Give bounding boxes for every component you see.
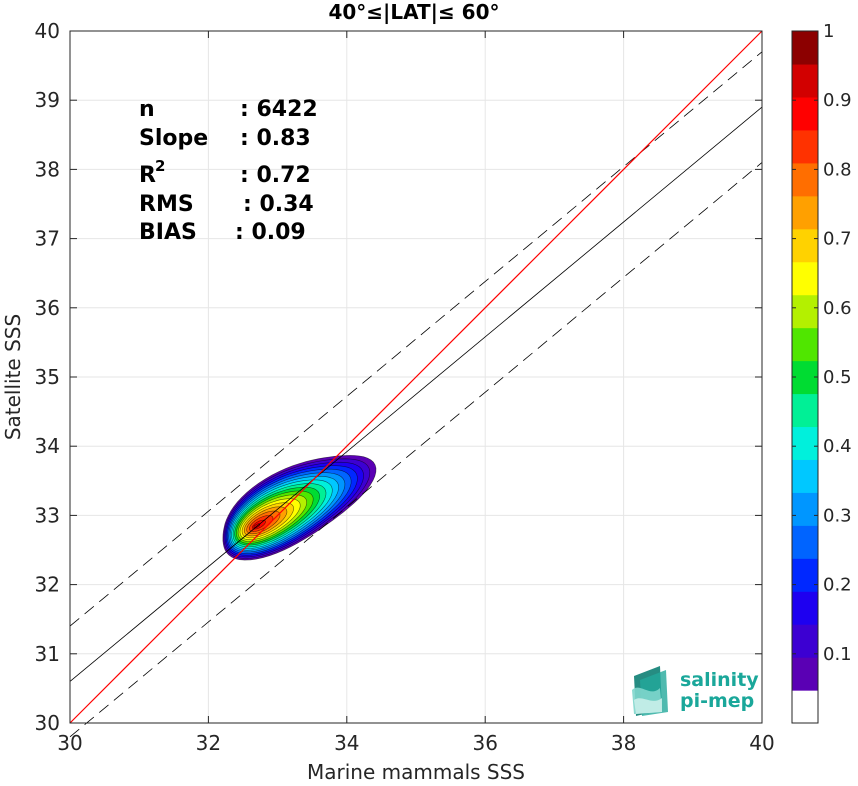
colorbar-segment: [792, 360, 818, 395]
colorbar-tick-label: 0.2: [823, 575, 852, 596]
chart-title: 40°≤|LAT|≤ 60°: [328, 0, 499, 24]
colorbar-segment: [792, 261, 818, 296]
identity-line: [69, 30, 763, 724]
colorbar-segment: [792, 31, 818, 65]
pi-mep-logo: salinity pi-mep: [632, 666, 759, 716]
colorbar-tick-label: 0.4: [823, 436, 852, 457]
wave-logo-icon: [632, 666, 668, 716]
colorbar-segment: [792, 525, 818, 559]
colorbar-segment: [792, 492, 818, 526]
y-axis-label: Satellite SSS: [1, 314, 25, 440]
x-tick-label: 32: [196, 731, 221, 755]
colorbar-tick-label: 0.9: [823, 90, 852, 111]
y-tick-label: 32: [35, 573, 60, 597]
stat-label: RMS: [139, 192, 194, 217]
y-axis-ticks: 30 31 32 33 34 35 36 37 38 39 40: [35, 19, 762, 735]
x-axis-ticks: 30 32 34 36 38 40: [57, 31, 775, 755]
x-tick-label: 30: [57, 731, 82, 755]
y-tick-label: 31: [35, 642, 60, 666]
colorbar-tick-label: 0.1: [823, 644, 852, 665]
colorbar: 0.1 0.2 0.3 0.4 0.5 0.6 0.7 0.8 0.9 1: [791, 21, 852, 724]
stat-label: n: [139, 97, 155, 122]
stat-value: : 0.09: [235, 220, 306, 245]
colorbar-segment: [792, 558, 818, 592]
stat-label: BIAS: [139, 220, 197, 245]
x-tick-label: 40: [749, 731, 774, 755]
colorbar-tick-label: 1: [823, 21, 834, 42]
grid: [69, 30, 763, 724]
logo-text-pimep: pi-mep: [680, 690, 754, 712]
colorbar-segment: [792, 195, 818, 230]
y-tick-label: 33: [35, 503, 60, 527]
colorbar-segment: [792, 657, 818, 691]
colorbar-segment: [792, 96, 818, 131]
x-axis-label: Marine mammals SSS: [307, 760, 525, 784]
colorbar-segment: [792, 294, 818, 329]
colorbar-segment: [792, 162, 818, 197]
logo-text-salinity: salinity: [680, 669, 759, 691]
colorbar-tick-label: 0.8: [823, 159, 852, 180]
colorbar-segment: [792, 591, 818, 625]
statistics-box: n : 6422 Slope : 0.83 R 2 : 0.72 RMS : 0.34 BIAS:…: [139, 97, 318, 245]
stat-value: : 6422: [240, 97, 318, 122]
colorbar-segment: [792, 327, 818, 362]
colorbar-tick-label: 0.7: [823, 229, 852, 250]
stat-label: Slope: [139, 126, 208, 151]
x-tick-label: 36: [472, 731, 497, 755]
stat-value: : 0.72: [240, 163, 311, 188]
fit-lower-dashed-line: [69, 162, 763, 738]
regression-lines: [69, 30, 763, 738]
colorbar-segment: [792, 426, 818, 460]
x-tick-label: 38: [611, 731, 636, 755]
y-tick-label: 34: [35, 434, 60, 458]
fit-line: [69, 106, 763, 682]
colorbar-tick-label: 0.6: [823, 298, 852, 319]
y-tick-label: 36: [35, 296, 60, 320]
colorbar-segment: [792, 129, 818, 164]
colorbar-segment: [792, 624, 818, 658]
y-tick-label: 39: [35, 88, 60, 112]
stat-label: R: [139, 163, 156, 188]
colorbar-segment: [792, 690, 818, 724]
y-tick-label: 38: [35, 157, 60, 181]
stat-value: : 0.34: [243, 192, 314, 217]
colorbar-tick-label: 0.5: [823, 367, 852, 388]
x-tick-label: 34: [334, 731, 359, 755]
colorbar-segment: [792, 228, 818, 263]
colorbar-segment: [792, 63, 818, 98]
stat-value: : 0.83: [240, 126, 311, 151]
colorbar-tick-label: 0.3: [823, 505, 852, 526]
colorbar-segment: [792, 459, 818, 493]
y-tick-label: 37: [35, 227, 60, 251]
y-tick-label: 35: [35, 365, 60, 389]
colorbar-segment: [792, 393, 818, 428]
stat-superscript: 2: [155, 157, 165, 175]
y-tick-label: 40: [35, 19, 60, 43]
fit-upper-dashed-line: [69, 51, 763, 627]
y-tick-label: 30: [35, 711, 60, 735]
